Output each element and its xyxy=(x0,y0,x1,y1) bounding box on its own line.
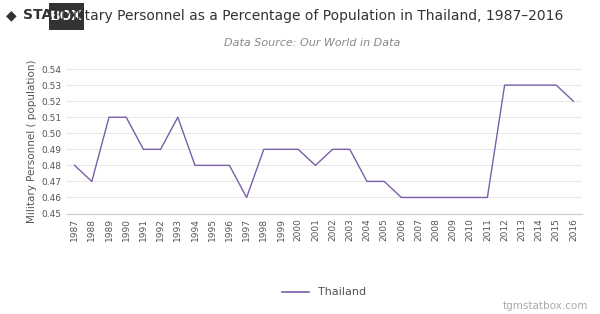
Legend: Thailand: Thailand xyxy=(277,283,371,302)
Text: ◆: ◆ xyxy=(6,8,17,22)
Text: Data Source: Our World in Data: Data Source: Our World in Data xyxy=(224,38,400,48)
Y-axis label: Military Personnel ( population): Military Personnel ( population) xyxy=(27,60,37,223)
Text: BOX: BOX xyxy=(50,9,83,24)
Text: tgmstatbox.com: tgmstatbox.com xyxy=(503,301,588,311)
Text: STAT: STAT xyxy=(23,8,61,22)
Text: Military Personnel as a Percentage of Population in Thailand, 1987–2016: Military Personnel as a Percentage of Po… xyxy=(61,9,563,24)
